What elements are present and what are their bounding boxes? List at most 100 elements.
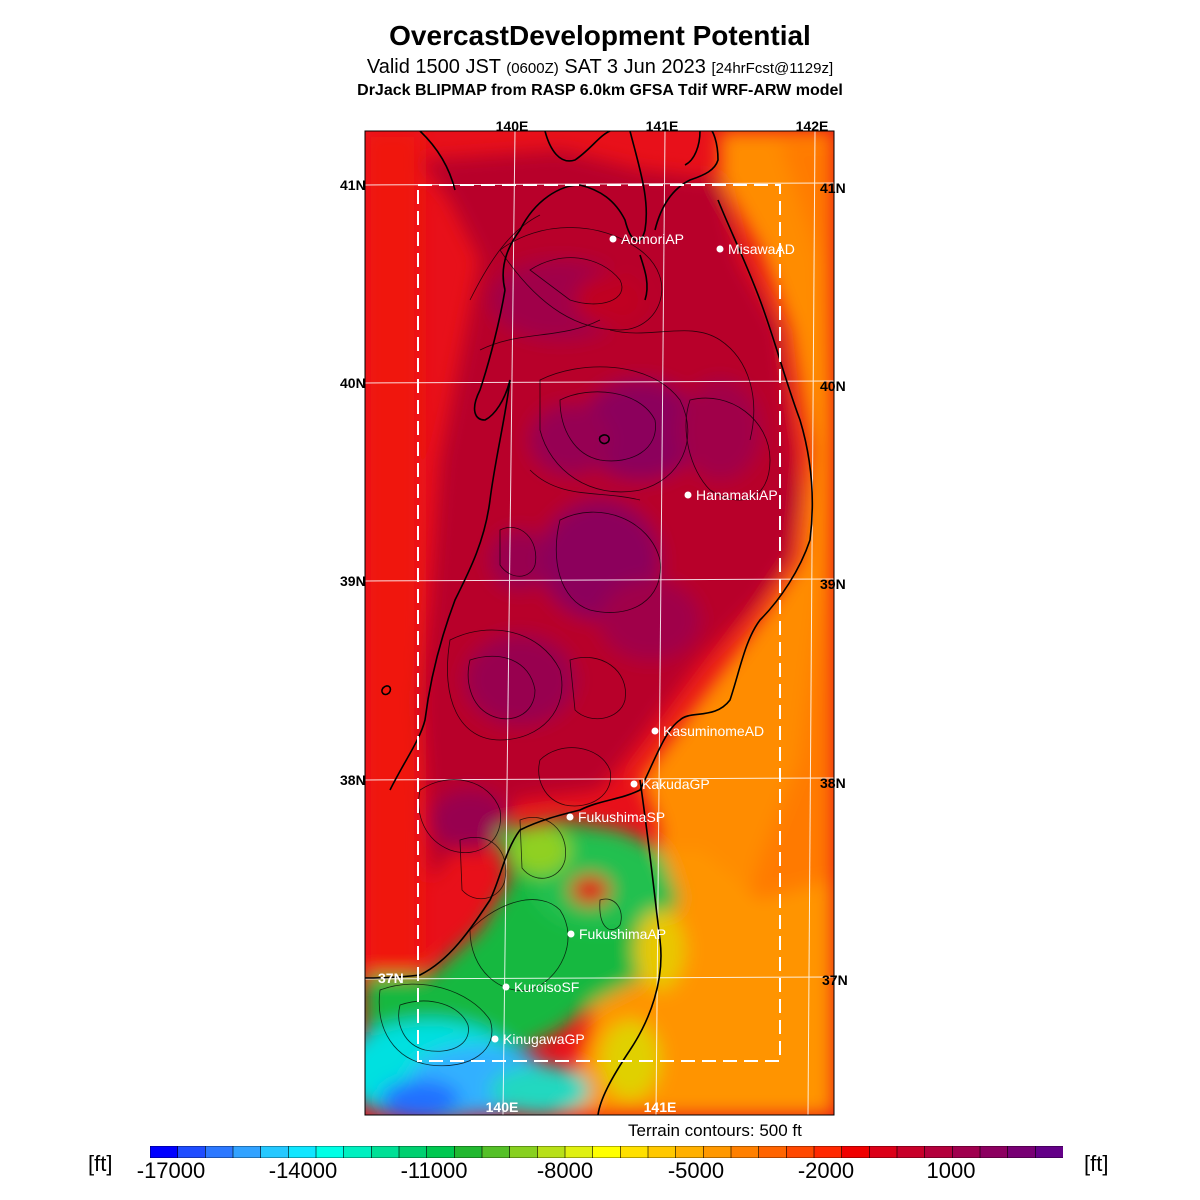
overcast-potential-field: [365, 131, 834, 1115]
station-label: KinugawaGP: [503, 1031, 585, 1047]
colorbar-swatch: [232, 1146, 262, 1158]
station-aomoriap[interactable]: AomoriAP: [609, 231, 685, 247]
valid-time-line: Valid 1500 JST (0600Z) SAT 3 Jun 2023 [2…: [0, 56, 1200, 79]
station-kasuminomead[interactable]: KasuminomeAD: [651, 723, 765, 739]
colorbar-swatch: [952, 1146, 981, 1158]
valid-time: Valid 1500 JST: [366, 56, 501, 78]
colorbar-swatch: [315, 1146, 345, 1158]
colorbar-swatch: [205, 1146, 234, 1158]
station-label: HanamakiAP: [696, 487, 778, 503]
colorbar-tick-label: -14000: [268, 1158, 338, 1183]
lon-labels-top: 140E 141E 142E: [496, 118, 829, 134]
colorbar-swatch: [398, 1146, 428, 1158]
colorbar-swatch: [509, 1146, 539, 1158]
colorbar-swatch: [288, 1146, 317, 1158]
colorbar-swatch: [813, 1146, 843, 1158]
station-misawaad[interactable]: MisawaAD: [716, 241, 795, 257]
colorbar-swatch: [841, 1146, 871, 1158]
colorbar-swatch: [675, 1146, 705, 1158]
station-marker: [716, 245, 724, 253]
colorbar-swatch: [979, 1146, 1009, 1158]
colorbar-swatch: [343, 1146, 373, 1158]
lat-labels-right: 41N 40N 39N 38N 37N: [820, 180, 848, 988]
colorbar-swatch: [371, 1146, 400, 1158]
station-hanamakiap[interactable]: HanamakiAP: [684, 487, 778, 503]
colorbar-swatch: [1007, 1146, 1037, 1158]
lat-label-37N-left: 37N: [378, 970, 404, 986]
colorbar-swatch: [454, 1146, 483, 1158]
colorbar-unit-right: [ft]: [1084, 1151, 1109, 1176]
terrain-contour-note: Terrain contours: 500 ft: [628, 1121, 802, 1140]
colorbar-swatch: [620, 1146, 649, 1158]
lat-label-39N-left: 39N: [340, 573, 366, 589]
station-label: KasuminomeAD: [663, 723, 764, 739]
station-label: MisawaAD: [728, 241, 795, 257]
colorbar-swatch: [150, 1146, 179, 1158]
colorbar-swatch: [786, 1146, 815, 1158]
colorbar: [150, 1146, 1063, 1158]
station-label: FukushimaAP: [579, 926, 666, 942]
lat-label-39N-right: 39N: [820, 576, 846, 592]
station-fukushimasp[interactable]: FukushimaSP: [566, 809, 666, 825]
coastline: [365, 131, 814, 1115]
station-marker: [630, 780, 638, 788]
colorbar-swatch: [758, 1146, 788, 1158]
station-marker: [491, 1035, 499, 1043]
colorbar-swatch: [177, 1146, 207, 1158]
station-marker: [566, 813, 574, 821]
station-marker: [609, 235, 617, 243]
inner-domain-box: [417, 184, 781, 1062]
lat-label-41N-left: 41N: [340, 177, 366, 193]
station-marker: [567, 930, 575, 938]
lon-label-142E-top: 142E: [796, 118, 829, 134]
station-fukushimaap[interactable]: FukushimaAP: [567, 926, 667, 942]
colorbar-swatch: [896, 1146, 926, 1158]
colorbar-swatch: [730, 1146, 760, 1158]
station-kakudagp[interactable]: KakudaGP: [630, 776, 710, 792]
colorbar-swatch: [564, 1146, 594, 1158]
forecast-info: [24hrFcst@1129z]: [711, 60, 834, 77]
colorbar-tick-label: -2000: [797, 1158, 855, 1183]
lat-label-40N-right: 40N: [820, 378, 846, 394]
colorbar-swatch: [426, 1146, 456, 1158]
colorbar-swatch: [537, 1146, 566, 1158]
lat-label-41N-right: 41N: [820, 180, 846, 196]
utc-time: (0600Z): [506, 60, 559, 77]
valid-date: SAT 3 Jun 2023: [564, 56, 706, 78]
station-label: FukushimaSP: [578, 809, 665, 825]
station-label: AomoriAP: [621, 231, 684, 247]
station-kinugawagp[interactable]: KinugawaGP: [491, 1031, 585, 1047]
lat-label-38N-left: 38N: [340, 772, 366, 788]
model-description: DrJack BLIPMAP from RASP 6.0km GFSA Tdif…: [357, 82, 843, 99]
lon-labels-bottom: 140E 141E: [486, 1099, 677, 1115]
station-label: KakudaGP: [642, 776, 710, 792]
lat-label-40N-left: 40N: [340, 375, 366, 391]
colorbar-swatch: [1035, 1146, 1063, 1158]
colorbar-tick-label: -8000: [536, 1158, 594, 1183]
station-label: KuroisoSF: [514, 979, 579, 995]
lat-labels-left: 41N 40N 39N 38N 37N: [340, 177, 404, 986]
colorbar-swatch: [481, 1146, 511, 1158]
lon-label-140E-top: 140E: [496, 118, 529, 134]
chart-title: OvercastDevelopment Potential: [389, 20, 811, 51]
station-marker: [502, 983, 510, 991]
terrain-contours: [378, 214, 771, 1067]
colorbar-tick-label: -17000: [136, 1158, 206, 1183]
map-border: [364, 130, 835, 1116]
lat-label-38N-right: 38N: [820, 775, 846, 791]
colorbar-swatch: [260, 1146, 290, 1158]
colorbar-swatch: [924, 1146, 954, 1158]
colorbar-tick-label: -11000: [400, 1158, 468, 1183]
colorbar-swatch: [647, 1146, 677, 1158]
station-marker: [651, 727, 659, 735]
colorbar-tick-label: -5000: [667, 1158, 725, 1183]
station-marker: [684, 491, 692, 499]
colorbar-swatch: [592, 1146, 622, 1158]
lon-label-141E-bottom: 141E: [644, 1099, 677, 1115]
lat-label-37N-right: 37N: [822, 972, 848, 988]
station-kuroisosf[interactable]: KuroisoSF: [502, 979, 580, 995]
lon-label-141E-top: 141E: [646, 118, 679, 134]
colorbar-tick-label: 1000: [926, 1158, 976, 1183]
colorbar-swatch: [869, 1146, 898, 1158]
